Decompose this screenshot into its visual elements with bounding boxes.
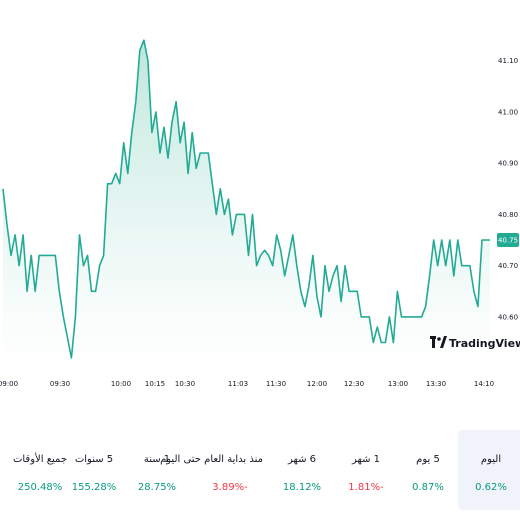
performance-period-label: جميع الأوقات	[12, 454, 68, 465]
performance-change-value: 0.87%	[412, 482, 444, 493]
performance-tab[interactable]: 6 شهر 18.12%	[269, 430, 335, 510]
x-tick-label: 11:03	[228, 380, 248, 388]
x-tick-label: 09:30	[50, 380, 70, 388]
logo-mark-stem	[432, 336, 435, 348]
performance-tab[interactable]: 1 شهر 1.81%-	[333, 430, 399, 510]
performance-period-label: 1 سنة	[143, 454, 171, 465]
performance-period-label: 5 يوم	[416, 454, 440, 465]
last-price-label: 40.75	[498, 237, 518, 245]
performance-change-value: 155.28%	[71, 482, 117, 493]
performance-tab[interactable]: جميع الأوقات 250.48%	[7, 430, 73, 510]
logo-mark-slash	[440, 336, 447, 348]
performance-period-label: منذ بداية العام حتى اليوم	[160, 454, 263, 465]
performance-tab[interactable]: اليوم 0.62%	[458, 430, 520, 510]
performance-change-value: 0.62%	[475, 482, 507, 493]
x-tick-label: 14:10	[474, 380, 494, 388]
x-tick-label: 10:00	[111, 380, 131, 388]
performance-tab[interactable]: منذ بداية العام حتى اليوم 3.89%-	[160, 430, 263, 510]
price-chart-svg: 41.10 41.00 40.90 40.80 40.70 40.60 09:00 09:3…	[0, 39, 520, 388]
y-tick-label: 40.60	[498, 313, 518, 321]
x-tick-label: 09:00	[0, 380, 18, 388]
performance-change-value: 28.75%	[137, 482, 177, 493]
last-price-badge	[497, 233, 519, 247]
x-tick-label: 12:30	[344, 380, 364, 388]
performance-tab[interactable]: 1 سنة 28.75%	[124, 430, 190, 510]
tradingview-logo[interactable]: TradingView	[430, 336, 520, 350]
x-tick-label: 11:30	[266, 380, 286, 388]
performance-row: اليوم 0.62% 5 يوم 0.87% 1 شهر 1.81%- 6 شهر 18.1…	[0, 430, 520, 520]
y-tick-label: 40.70	[498, 262, 518, 270]
performance-period-label: 5 سنوات	[74, 454, 114, 465]
performance-change-value: 18.12%	[282, 482, 322, 493]
x-tick-label: 10:30	[175, 380, 195, 388]
y-tick-label: 40.90	[498, 160, 518, 168]
performance-change-value: 250.48%	[17, 482, 63, 493]
performance-change-value: 3.89%-	[212, 482, 248, 493]
price-chart[interactable]: 41.10 41.00 40.90 40.80 40.70 40.60 09:00 09:3…	[0, 0, 520, 400]
performance-tab[interactable]: 5 يوم 0.87%	[395, 430, 461, 510]
logo-mark-dot	[437, 337, 441, 341]
x-tick-label: 13:30	[426, 380, 446, 388]
x-tick-label: 12:00	[307, 380, 327, 388]
y-tick-label: 41.10	[498, 57, 518, 65]
price-area-fill	[3, 40, 490, 363]
x-tick-label: 10:15	[145, 380, 165, 388]
y-tick-label: 41.00	[498, 109, 518, 117]
performance-period-label: 1 شهر	[351, 454, 381, 465]
performance-period-label: اليوم	[480, 454, 502, 465]
tradingview-wordmark: TradingView	[449, 337, 520, 350]
performance-change-value: 1.81%-	[348, 482, 384, 493]
y-tick-label: 40.80	[498, 211, 518, 219]
price-series-line	[2, 39, 490, 359]
x-tick-label: 13:00	[388, 380, 408, 388]
performance-tab[interactable]: 5 سنوات 155.28%	[61, 430, 127, 510]
performance-period-label: 6 شهر	[287, 454, 317, 465]
